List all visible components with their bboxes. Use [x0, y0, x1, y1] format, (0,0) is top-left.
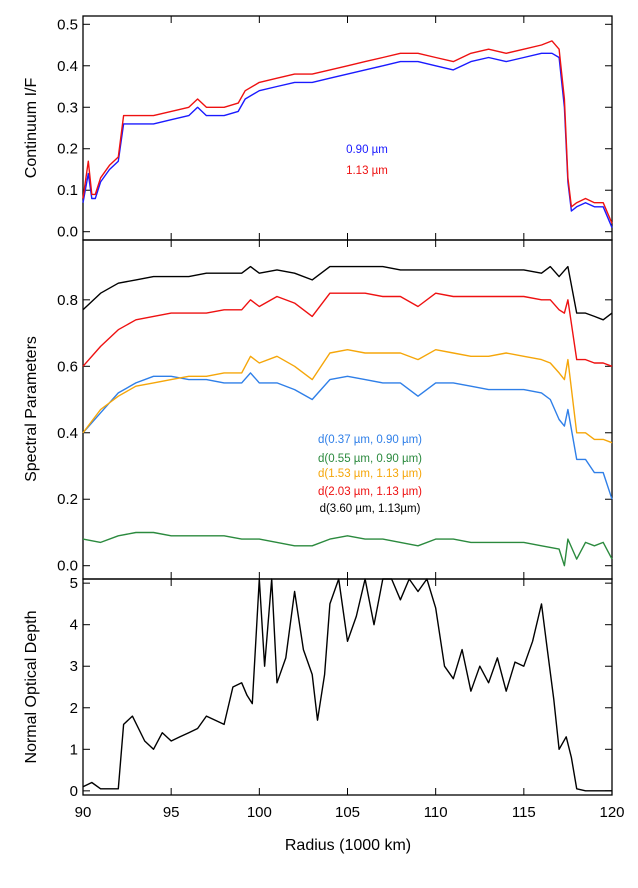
y-tick-label: 0.0: [57, 224, 78, 241]
y-tick-label: 0.6: [57, 358, 78, 375]
y-tick-label: 0.8: [57, 292, 78, 309]
legend-top-0-90: 0.90 µm: [346, 144, 388, 156]
x-tick-label: 115: [512, 804, 536, 821]
legend-d-203-113: d(2.03 µm, 1.13 µm): [318, 486, 422, 498]
y-tick-label: 1: [70, 741, 78, 758]
series-line-top-1: [82, 40, 613, 224]
legend-d-360-113: d(3.60 µm, 1.13µm): [320, 503, 421, 515]
x-tick-label: 120: [599, 804, 624, 821]
series-line-middle-1: [82, 531, 613, 567]
series-line-middle-2: [82, 349, 613, 444]
x-tick-label: 90: [75, 804, 92, 821]
legend-d-153-113: d(1.53 µm, 1.13 µm): [318, 468, 422, 480]
series-line-middle-0: [82, 372, 613, 500]
top-panel-frame: [82, 15, 613, 241]
series-line-bottom-0: [82, 578, 612, 792]
series-line-top-0: [82, 52, 613, 228]
x-tick-label: 100: [247, 804, 272, 821]
y-tick-label: 2: [70, 700, 78, 717]
bottom-y-axis-label: Normal Optical Depth: [23, 611, 40, 764]
bottom-panel-frame: [82, 578, 613, 796]
x-axis-label: Radius (1000 km): [285, 837, 411, 854]
bottom-panel-plot: 0 1 2 3 4 5 90 95 100 105 110 115 120: [70, 575, 625, 821]
y-tick-label: 0.5: [57, 16, 78, 33]
top-panel-plot: 0.0 0.1 0.2 0.3 0.4 0.5: [57, 16, 613, 241]
legend-d-055-090: d(0.55 µm, 0.90 µm): [318, 453, 422, 465]
y-tick-label: 0: [70, 783, 78, 800]
middle-y-axis-label: Spectral Parameters: [23, 336, 40, 482]
y-tick-label: 5: [70, 575, 78, 592]
legend-top-1-13: 1.13 µm: [346, 165, 388, 177]
legend-d-037-090: d(0.37 µm, 0.90 µm): [318, 434, 422, 446]
y-tick-label: 0.4: [57, 58, 78, 75]
middle-panel-frame: [82, 239, 613, 580]
y-tick-label: 0.2: [57, 141, 78, 158]
top-y-axis-label: Continuum I/F: [23, 78, 40, 179]
y-tick-label: 0.2: [57, 491, 78, 508]
x-tick-label: 105: [335, 804, 360, 821]
y-tick-label: 0.0: [57, 558, 78, 575]
x-tick-label: 110: [424, 804, 448, 821]
y-tick-label: 0.3: [57, 99, 78, 116]
y-tick-label: 3: [70, 658, 78, 675]
y-tick-label: 0.4: [57, 425, 78, 442]
y-tick-label: 0.1: [57, 182, 78, 199]
middle-panel-plot: 0.0 0.2 0.4 0.6 0.8: [57, 240, 613, 579]
series-line-middle-3: [82, 292, 613, 367]
x-tick-label: 95: [163, 804, 180, 821]
y-tick-label: 4: [70, 617, 78, 634]
series-line-middle-4: [82, 265, 613, 321]
